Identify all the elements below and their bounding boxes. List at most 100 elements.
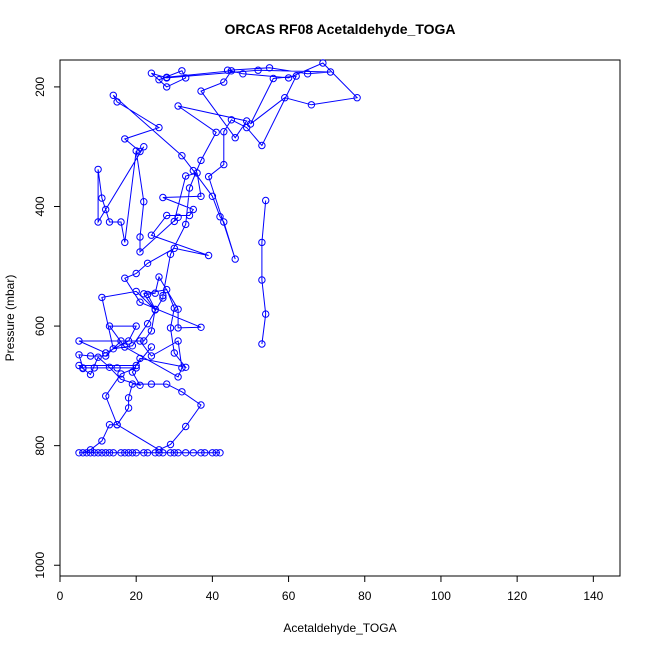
data-point <box>98 437 106 445</box>
data-point <box>189 205 198 214</box>
y-tick-label: 600 <box>33 316 47 336</box>
data-point <box>151 289 159 297</box>
data-point <box>182 449 190 457</box>
data-point <box>189 166 198 175</box>
data-point <box>220 218 228 226</box>
data-point <box>147 343 156 351</box>
data-point <box>284 74 293 82</box>
data-point <box>147 352 156 360</box>
data-point <box>170 349 179 357</box>
data-point <box>197 401 205 409</box>
data-point <box>159 291 167 300</box>
data-point <box>212 128 220 137</box>
data-point <box>174 337 182 345</box>
plot-area <box>75 59 361 457</box>
data-point <box>105 322 114 330</box>
data-point <box>170 304 179 312</box>
data-point <box>258 276 266 284</box>
chart-title: ORCAS RF08 Acetaldehyde_TOGA <box>224 21 455 37</box>
data-point <box>178 152 186 160</box>
data-point <box>227 116 236 124</box>
data-point <box>185 184 194 192</box>
data-point <box>102 392 110 400</box>
data-point <box>136 298 144 306</box>
data-point <box>220 128 228 136</box>
data-point <box>292 72 300 80</box>
data-point <box>174 213 182 222</box>
data-point <box>147 69 156 77</box>
data-point <box>178 364 186 372</box>
data-point <box>102 349 110 357</box>
data-point <box>155 76 163 84</box>
data-point <box>132 147 140 155</box>
y-tick-label: 1000 <box>33 552 47 579</box>
data-point <box>163 380 171 388</box>
data-point <box>94 353 102 361</box>
data-point <box>105 363 114 371</box>
data-point <box>159 193 167 202</box>
data-point <box>159 294 167 302</box>
data-point <box>197 449 205 457</box>
data-point <box>307 101 316 109</box>
data-point <box>124 337 133 345</box>
data-point <box>197 323 205 331</box>
data-point <box>86 446 95 454</box>
x-tick-label: 140 <box>583 589 603 603</box>
data-point <box>121 274 129 282</box>
y-tick-label: 400 <box>33 196 47 216</box>
data-point <box>197 192 205 201</box>
data-point <box>86 449 95 457</box>
y-tick-label: 200 <box>33 77 47 97</box>
data-point <box>124 404 133 412</box>
data-point <box>140 290 148 298</box>
data-point <box>326 68 335 76</box>
data-point <box>178 388 186 396</box>
data-point <box>143 320 152 328</box>
data-point <box>208 192 217 201</box>
data-point <box>269 74 277 83</box>
data-point <box>265 64 274 72</box>
data-point <box>151 306 159 314</box>
data-point <box>223 66 232 74</box>
data-point <box>113 98 121 106</box>
data-point <box>147 327 156 335</box>
data-point <box>174 102 182 110</box>
data-point <box>182 363 190 371</box>
data-point <box>220 160 228 169</box>
data-point <box>262 196 270 205</box>
x-tick-label: 120 <box>507 589 527 603</box>
data-point <box>75 337 83 345</box>
data-point <box>86 370 95 379</box>
data-point <box>128 449 137 457</box>
data-point <box>155 123 163 132</box>
data-point <box>98 449 106 457</box>
data-point <box>132 269 140 278</box>
data-point <box>143 449 152 457</box>
x-axis-label: Acetaldehyde_TOGA <box>283 621 396 635</box>
data-point <box>353 94 361 102</box>
data-point <box>193 169 201 177</box>
data-point <box>174 373 182 381</box>
data-point <box>113 421 121 429</box>
data-point <box>98 293 106 302</box>
data-point <box>128 380 137 388</box>
data-point <box>132 364 140 372</box>
data-point <box>132 322 140 330</box>
x-tick-label: 100 <box>431 589 451 603</box>
data-point <box>117 218 125 226</box>
data-point <box>174 324 182 332</box>
data-point <box>197 156 205 165</box>
data-point <box>121 343 129 351</box>
data-point <box>105 449 114 457</box>
data-point <box>182 74 190 82</box>
data-point <box>132 287 140 296</box>
data-point <box>109 91 118 100</box>
data-point <box>166 324 175 332</box>
data-point <box>239 70 247 78</box>
data-point <box>140 143 148 151</box>
series-line <box>261 200 267 345</box>
data-point <box>170 217 179 226</box>
data-point <box>136 337 144 345</box>
data-point <box>155 273 163 281</box>
data-point <box>182 422 190 431</box>
